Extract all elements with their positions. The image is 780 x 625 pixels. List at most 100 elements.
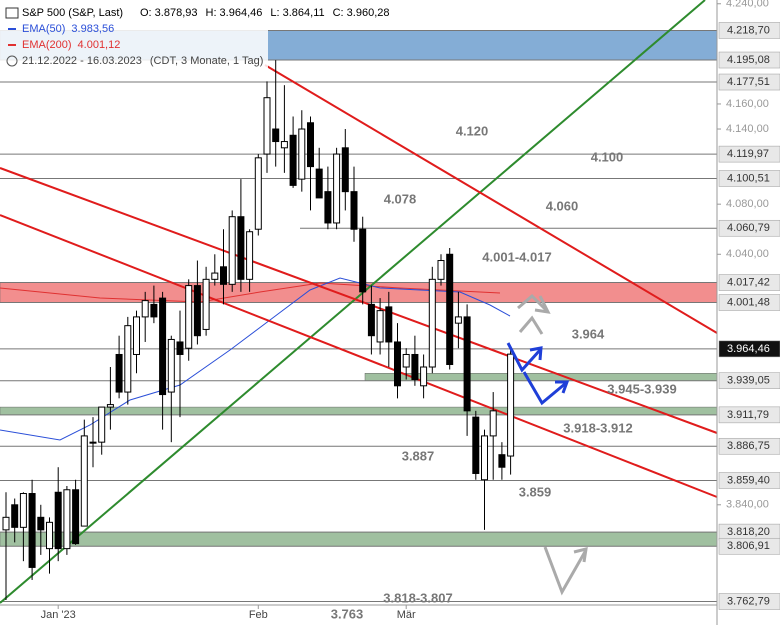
y-tick-label: 4.160,00 xyxy=(726,98,769,110)
candle-body xyxy=(254,157,262,230)
ema200-line xyxy=(0,282,501,303)
legend-name: EMA(50) xyxy=(22,23,65,35)
candle-body xyxy=(376,310,384,343)
zone xyxy=(0,531,718,547)
candle-body xyxy=(19,493,27,528)
level-label: 4.218,70 xyxy=(727,24,770,36)
level-box xyxy=(718,437,780,455)
level-label: 3.886,75 xyxy=(727,440,770,452)
candle-body xyxy=(498,454,506,468)
candle-body xyxy=(272,128,280,143)
ohlc-label: C: 3.960,28 xyxy=(333,7,390,19)
annotation: 4.001-4.017 xyxy=(482,249,551,264)
candle-body xyxy=(185,285,193,349)
level-label: 3.818,20 xyxy=(727,526,770,538)
candle-body xyxy=(367,303,375,337)
candle-body xyxy=(80,435,88,527)
x-tick-label: Feb xyxy=(249,609,268,621)
level-box xyxy=(718,593,780,610)
candle-body xyxy=(159,297,167,396)
candle-body xyxy=(298,128,306,180)
candle-body xyxy=(263,97,271,155)
candle-body xyxy=(124,325,132,393)
level-box xyxy=(718,219,780,237)
ohlc-label: O: 3.878,93 xyxy=(140,7,198,19)
candle-body xyxy=(176,341,184,355)
candle-body xyxy=(2,516,10,531)
title: S&P 500 (S&P, Last) xyxy=(22,7,123,19)
candle-body xyxy=(428,278,436,368)
level-label: 3.859,40 xyxy=(727,474,770,486)
candle-body xyxy=(37,516,45,531)
annotation: 3.964 xyxy=(572,326,605,341)
candle-body xyxy=(341,147,349,193)
candle-body xyxy=(193,285,201,337)
level-label: 4.119,97 xyxy=(727,148,769,160)
candle-body xyxy=(446,253,454,366)
candle-body xyxy=(46,521,53,550)
candle-body xyxy=(324,191,332,224)
y-tick-label: 4.140,00 xyxy=(726,123,769,135)
annotation: 3.763 xyxy=(331,606,364,621)
candle-body xyxy=(89,441,97,444)
level-label: 3.911,79 xyxy=(727,409,769,421)
header-icon xyxy=(5,7,19,19)
candle-body xyxy=(28,493,36,568)
level-label: 4.017,42 xyxy=(727,276,770,288)
level-box xyxy=(718,170,780,187)
candle-body xyxy=(141,300,149,318)
level-label: 3.964,46 xyxy=(727,343,770,355)
candle-body xyxy=(246,231,254,280)
candle-body xyxy=(228,216,236,285)
candle-body xyxy=(402,353,410,368)
candle-body xyxy=(72,489,80,545)
level-box xyxy=(718,51,780,69)
candle-body xyxy=(106,404,114,408)
trend-line xyxy=(0,0,706,604)
x-tick-label: Mär xyxy=(397,609,416,621)
candle-body xyxy=(411,353,419,381)
trend-line xyxy=(0,167,718,434)
candle-body xyxy=(507,353,515,457)
y-tick-label: 4.040,00 xyxy=(726,248,769,260)
candle-body xyxy=(289,134,297,186)
candle-body xyxy=(333,153,341,224)
candle-body xyxy=(167,338,175,393)
level-box xyxy=(718,294,780,311)
candle-body xyxy=(350,191,358,230)
trend-line xyxy=(264,64,718,334)
y-tick-label: 4.080,00 xyxy=(726,198,769,210)
period: 21.12.2022 - 16.03.2023 xyxy=(22,55,142,67)
candle-body xyxy=(481,435,488,481)
y-tick-label: 4.240,00 xyxy=(726,0,769,10)
level-box xyxy=(718,406,780,424)
candle-body xyxy=(394,341,401,387)
level-label: 3.806,91 xyxy=(727,540,770,552)
candle-body xyxy=(280,141,288,149)
candle-body xyxy=(454,316,462,324)
level-box xyxy=(718,472,780,489)
level-box xyxy=(718,372,780,389)
level-box xyxy=(718,537,780,555)
ohlc-label: H: 3.964,46 xyxy=(206,7,263,19)
candle-body xyxy=(211,272,219,280)
candle-body xyxy=(437,260,445,280)
level-label: 4.060,79 xyxy=(727,222,770,234)
ema50-line xyxy=(0,277,511,441)
level-label: 3.939,05 xyxy=(727,375,770,387)
level-label: 4.100,51 xyxy=(727,172,770,184)
level-label: 4.001,48 xyxy=(727,296,770,308)
candle-body xyxy=(420,366,428,387)
candle-body xyxy=(472,416,480,474)
candle-body xyxy=(489,410,497,437)
annotation: 4.078 xyxy=(384,191,417,206)
candle-body xyxy=(54,491,62,550)
legend-value: 4.001,12 xyxy=(78,39,121,51)
x-tick-label: Jan '23 xyxy=(41,609,76,621)
candle-body xyxy=(115,353,123,393)
level-box xyxy=(718,22,780,39)
level-box xyxy=(718,340,780,358)
candle-body xyxy=(202,278,210,330)
clock-icon xyxy=(6,55,18,67)
